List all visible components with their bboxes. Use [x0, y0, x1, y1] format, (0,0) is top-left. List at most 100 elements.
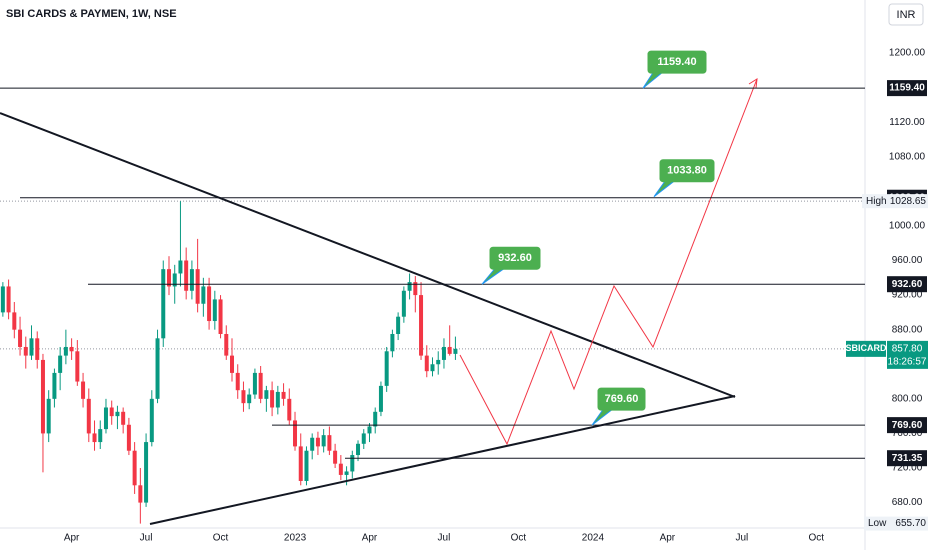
x-tick-label: Jul [735, 533, 748, 544]
candle-body [441, 346, 446, 360]
candle-body [390, 333, 395, 352]
y-tick-label: 1120.00 [889, 117, 925, 128]
candle-body [149, 398, 154, 443]
y-tick-label: 720.00 [892, 463, 923, 474]
callout-label: 932.60 [498, 252, 532, 264]
candle-body [230, 355, 235, 373]
level-label-box [887, 276, 927, 293]
candle-body [333, 450, 338, 464]
candle-body [436, 359, 441, 365]
x-tick-label: Jul [438, 533, 451, 544]
candle-body [103, 407, 108, 430]
candle-body [201, 286, 206, 304]
high-name: High [866, 196, 887, 207]
x-tick-label: Oct [809, 533, 825, 544]
candle-body [184, 260, 189, 291]
countdown: 18:26:57 [888, 357, 927, 368]
candle-body [126, 424, 131, 451]
candle-body [264, 390, 269, 399]
candle-body [407, 282, 412, 291]
candle-body [453, 348, 458, 354]
candle-body [321, 435, 326, 447]
level-label: 932.60 [892, 279, 923, 290]
candle-body [315, 437, 320, 447]
candle-body [23, 346, 28, 356]
trend-line [149, 395, 736, 525]
candle-body [224, 333, 229, 356]
candle-body [35, 338, 40, 360]
candle-body [178, 260, 183, 274]
candle-body [384, 351, 389, 386]
callout-box [597, 387, 646, 411]
candle-body [63, 346, 68, 356]
low-label-box [864, 516, 928, 531]
candle-body [310, 437, 315, 451]
x-tick-label: Apr [64, 533, 80, 544]
candle-body [419, 295, 424, 356]
currency-box[interactable] [888, 3, 924, 26]
level-label: 769.60 [892, 420, 923, 431]
projection-arrow [748, 78, 758, 89]
candle-body [161, 269, 166, 339]
candle-body [413, 282, 418, 296]
x-tick-label: Oct [511, 533, 527, 544]
last-price: 857.80 [892, 344, 923, 355]
candle-body [293, 420, 298, 447]
x-tick-label: 2024 [582, 533, 605, 544]
candle-body [81, 381, 86, 399]
candle-body [344, 471, 349, 475]
y-tick-label: 1080.00 [889, 151, 926, 162]
candle-body [287, 398, 292, 421]
x-tick-label: Jul [140, 533, 153, 544]
level-label-box [887, 450, 927, 467]
candle-body [373, 411, 378, 427]
candle-body [40, 359, 45, 434]
y-tick-label: 1200.00 [889, 48, 926, 59]
callout-box [647, 50, 707, 74]
callout-label: 769.60 [605, 393, 639, 405]
currency[interactable]: INR [897, 9, 916, 21]
candle-body [281, 391, 286, 399]
candle-body [86, 398, 91, 434]
y-tick-label: 920.00 [892, 290, 923, 301]
candle-body [132, 450, 137, 486]
level-label-box [887, 80, 927, 97]
candle-body [235, 372, 240, 391]
low-name: Low [868, 518, 887, 529]
candle-body [218, 299, 223, 334]
candle-body [6, 286, 11, 313]
plot [0, 200, 865, 524]
candle-body [338, 463, 343, 475]
callout-label: 1159.40 [657, 56, 696, 68]
candle-body [207, 286, 212, 322]
candle-body [115, 411, 120, 417]
candle-body [0, 286, 5, 313]
candle-body [396, 316, 401, 334]
candle-body [275, 391, 280, 408]
low-value: 655.70 [895, 518, 926, 529]
candle-body [424, 355, 429, 372]
high-label-box [862, 194, 928, 209]
candle-body [378, 385, 383, 412]
level-label: 1159.40 [889, 83, 925, 94]
callout-box [489, 246, 541, 270]
candle-body [367, 426, 372, 434]
projection-path [459, 78, 758, 446]
candle-body [212, 299, 217, 322]
candle-body [92, 433, 97, 443]
chart-title: SBI CARDS & PAYMEN, 1W, NSE [6, 8, 177, 20]
candle-body [350, 455, 355, 472]
candle-body [189, 269, 194, 291]
candle-body [241, 390, 246, 404]
candle-body [69, 346, 74, 352]
candle-body [75, 351, 80, 382]
candle-body [247, 394, 252, 404]
candle-body [430, 364, 435, 372]
candle-body [447, 346, 452, 354]
y-tick-label: 1000.00 [889, 221, 926, 232]
level-label: 731.35 [892, 453, 923, 464]
level-label-box [887, 417, 927, 434]
candle-body [361, 433, 366, 444]
